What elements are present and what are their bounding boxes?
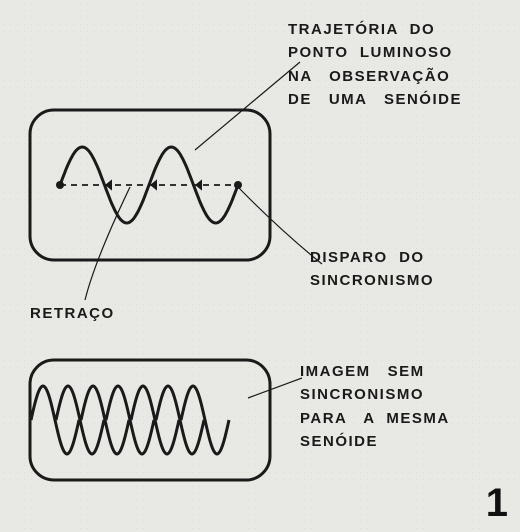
leader-imagem	[248, 378, 302, 398]
leader-retracao	[85, 187, 130, 300]
label-trajetoria: TRAJETÓRIA DO PONTO LUMINOSO NA OBSERVAÇ…	[288, 18, 462, 111]
label-retracao: RETRAÇO	[30, 302, 115, 325]
unsynced-wave-1	[56, 386, 104, 454]
scope-frame-bottom	[30, 360, 270, 480]
unsynced-wave-5	[156, 386, 204, 454]
unsynced-wave-2	[81, 386, 129, 454]
figure-number: 1	[486, 481, 508, 526]
leader-trajetoria	[195, 62, 300, 150]
label-imagem: IMAGEM SEM SINCRONISMO PARA A MESMA SENÓ…	[300, 360, 450, 453]
unsynced-wave-4	[131, 386, 179, 454]
label-disparo: DISPARO DO SINCRONISMO	[310, 246, 434, 293]
unsynced-wave-3	[106, 386, 154, 454]
trigger-dot-start	[56, 181, 64, 189]
unsynced-wave-0	[31, 386, 79, 454]
unsynced-wave-6	[181, 386, 229, 454]
